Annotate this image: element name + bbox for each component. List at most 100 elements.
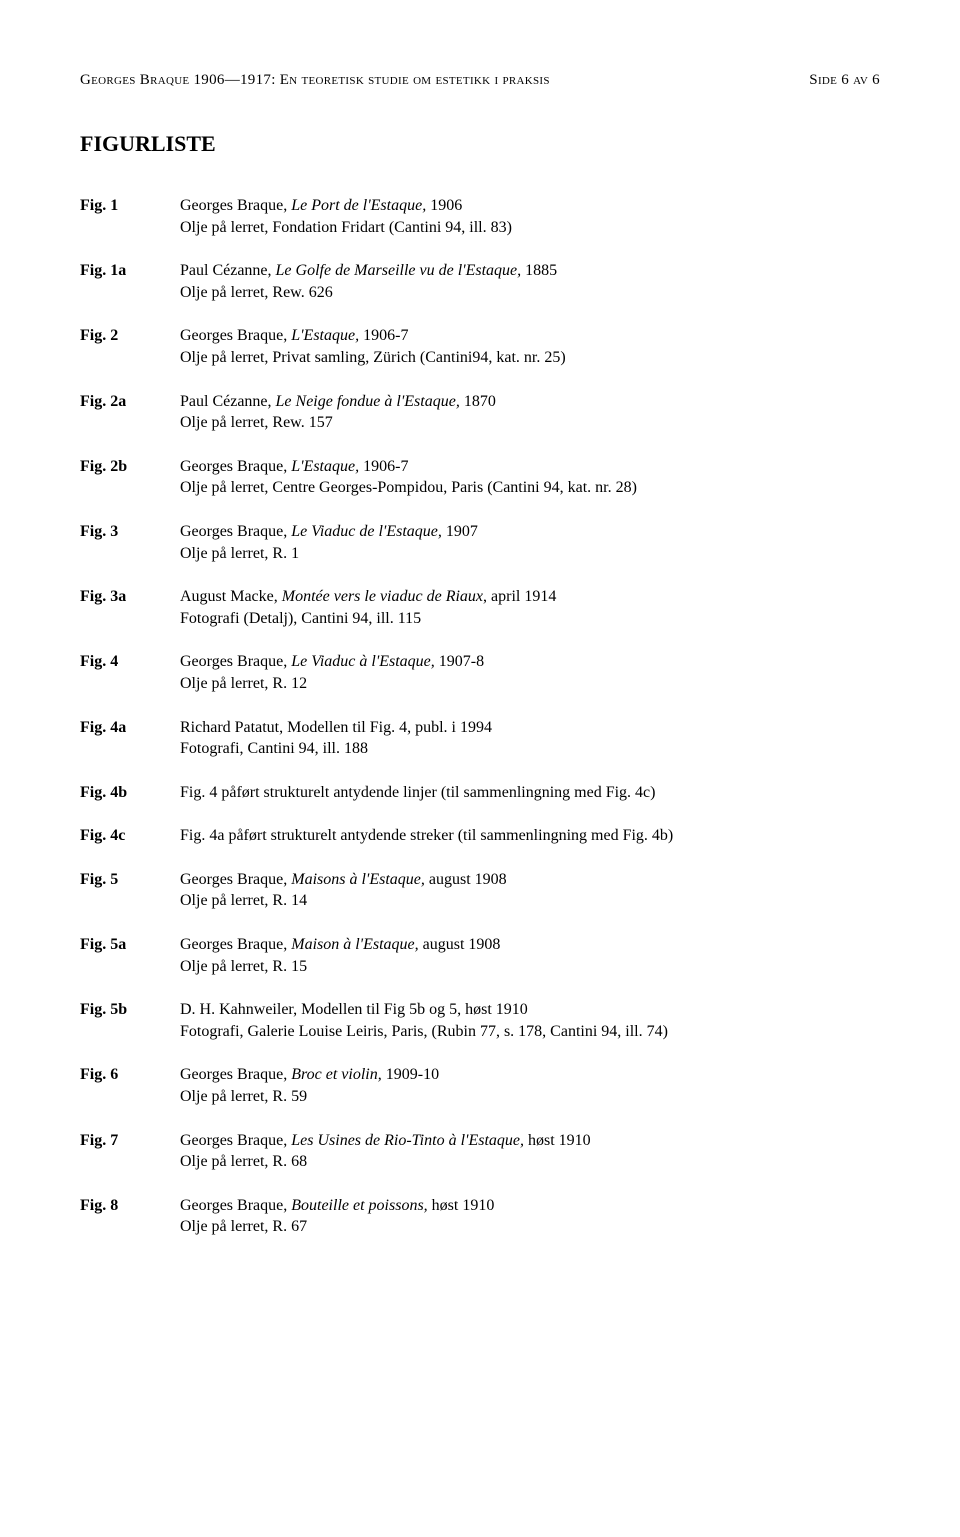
figure-text: August Macke, Montée vers le viaduc de R…	[180, 586, 880, 629]
figure-suffix: høst 1910	[428, 1197, 495, 1214]
figure-suffix: 1906-7	[359, 327, 408, 344]
figure-line1: Fig. 4a påført strukturelt antydende str…	[180, 825, 880, 847]
figure-line2: Fotografi, Cantini 94, ill. 188	[180, 738, 880, 760]
figure-entry: Fig. 3Georges Braque, Le Viaduc de l'Est…	[80, 521, 880, 564]
figure-prefix: D. H. Kahnweiler, Modellen til Fig 5b og…	[180, 1001, 528, 1018]
figure-line2: Olje på lerret, R. 67	[180, 1216, 880, 1238]
figure-text: Georges Braque, Le Viaduc de l'Estaque, …	[180, 521, 880, 564]
figure-label: Fig. 5	[80, 869, 180, 891]
figure-entry: Fig. 5bD. H. Kahnweiler, Modellen til Fi…	[80, 999, 880, 1042]
figure-entry: Fig. 1Georges Braque, Le Port de l'Estaq…	[80, 195, 880, 238]
running-header: Georges Braque 1906—1917: En teoretisk s…	[80, 72, 880, 89]
figure-entry: Fig. 7Georges Braque, Les Usines de Rio-…	[80, 1130, 880, 1173]
figure-line1: Georges Braque, Le Viaduc de l'Estaque, …	[180, 521, 880, 543]
figure-text: Georges Braque, Les Usines de Rio-Tinto …	[180, 1130, 880, 1173]
figure-title-italic: Broc et violin,	[291, 1066, 382, 1083]
figure-line2: Olje på lerret, R. 1	[180, 543, 880, 565]
figure-suffix: , april 1914	[483, 588, 556, 605]
figure-label: Fig. 1a	[80, 260, 180, 282]
figure-entry: Fig. 2Georges Braque, L'Estaque, 1906-7O…	[80, 325, 880, 368]
figure-text: Georges Braque, L'Estaque, 1906-7Olje på…	[180, 456, 880, 499]
figure-suffix: 1906-7	[359, 458, 408, 475]
figure-entry: Fig. 4bFig. 4 påført strukturelt antyden…	[80, 782, 880, 804]
figure-entry: Fig. 2bGeorges Braque, L'Estaque, 1906-7…	[80, 456, 880, 499]
header-left: Georges Braque 1906—1917: En teoretisk s…	[80, 72, 550, 89]
figure-label: Fig. 6	[80, 1064, 180, 1086]
figure-text: Georges Braque, Le Port de l'Estaque, 19…	[180, 195, 880, 238]
figure-suffix: 1907-8	[435, 653, 484, 670]
figure-line1: August Macke, Montée vers le viaduc de R…	[180, 586, 880, 608]
figure-line1: Georges Braque, L'Estaque, 1906-7	[180, 456, 880, 478]
figure-suffix: 1909-10	[382, 1066, 439, 1083]
figure-text: Richard Patatut, Modellen til Fig. 4, pu…	[180, 717, 880, 760]
figure-text: Georges Braque, Le Viaduc à l'Estaque, 1…	[180, 651, 880, 694]
figure-title-italic: Maison à l'Estaque,	[291, 936, 418, 953]
figure-label: Fig. 7	[80, 1130, 180, 1152]
figure-line2: Olje på lerret, R. 14	[180, 890, 880, 912]
figure-line2: Olje på lerret, Fondation Fridart (Canti…	[180, 217, 880, 239]
figure-label: Fig. 4	[80, 651, 180, 673]
figure-entry: Fig. 8Georges Braque, Bouteille et poiss…	[80, 1195, 880, 1238]
figure-suffix: 1907	[442, 523, 478, 540]
figure-label: Fig. 4b	[80, 782, 180, 804]
figure-label: Fig. 2	[80, 325, 180, 347]
figure-prefix: Paul Cézanne,	[180, 393, 276, 410]
section-title: FIGURLISTE	[80, 131, 880, 157]
figure-entry: Fig. 4cFig. 4a påført strukturelt antyde…	[80, 825, 880, 847]
figure-line1: Paul Cézanne, Le Neige fondue à l'Estaqu…	[180, 391, 880, 413]
figure-suffix: august 1908	[425, 871, 507, 888]
figure-prefix: Georges Braque,	[180, 1132, 291, 1149]
figure-text: Georges Braque, Bouteille et poissons, h…	[180, 1195, 880, 1238]
figure-line2: Olje på lerret, R. 15	[180, 956, 880, 978]
figure-title-italic: Le Viaduc à l'Estaque,	[291, 653, 435, 670]
figure-label: Fig. 5b	[80, 999, 180, 1021]
figure-entry: Fig. 5aGeorges Braque, Maison à l'Estaqu…	[80, 934, 880, 977]
figure-label: Fig. 1	[80, 195, 180, 217]
figure-text: Georges Braque, Maisons à l'Estaque, aug…	[180, 869, 880, 912]
figure-suffix: høst 1910	[524, 1132, 591, 1149]
figure-suffix: august 1908	[419, 936, 501, 953]
figure-suffix: 1906	[426, 197, 462, 214]
figure-suffix: 1870	[460, 393, 496, 410]
figure-list: Fig. 1Georges Braque, Le Port de l'Estaq…	[80, 195, 880, 1238]
figure-entry: Fig. 3aAugust Macke, Montée vers le viad…	[80, 586, 880, 629]
figure-title-italic: L'Estaque,	[291, 327, 359, 344]
figure-title-italic: Maisons à l'Estaque,	[291, 871, 425, 888]
figure-line1: Georges Braque, Le Viaduc à l'Estaque, 1…	[180, 651, 880, 673]
figure-label: Fig. 2b	[80, 456, 180, 478]
figure-text: Georges Braque, Maison à l'Estaque, augu…	[180, 934, 880, 977]
figure-line1: Georges Braque, Maisons à l'Estaque, aug…	[180, 869, 880, 891]
figure-prefix: Georges Braque,	[180, 936, 291, 953]
figure-line2: Olje på lerret, R. 59	[180, 1086, 880, 1108]
figure-label: Fig. 2a	[80, 391, 180, 413]
figure-title-italic: L'Estaque,	[291, 458, 359, 475]
figure-prefix: Georges Braque,	[180, 1066, 291, 1083]
figure-entry: Fig. 2aPaul Cézanne, Le Neige fondue à l…	[80, 391, 880, 434]
figure-line1: Georges Braque, Le Port de l'Estaque, 19…	[180, 195, 880, 217]
figure-line2: Olje på lerret, Rew. 626	[180, 282, 880, 304]
figure-line1: Paul Cézanne, Le Golfe de Marseille vu d…	[180, 260, 880, 282]
figure-line1: Richard Patatut, Modellen til Fig. 4, pu…	[180, 717, 880, 739]
figure-line2: Olje på lerret, Centre Georges-Pompidou,…	[180, 477, 880, 499]
figure-label: Fig. 5a	[80, 934, 180, 956]
figure-prefix: August Macke,	[180, 588, 282, 605]
figure-title-italic: Le Golfe de Marseille vu de l'Estaque,	[276, 262, 522, 279]
figure-text: Fig. 4a påført strukturelt antydende str…	[180, 825, 880, 847]
figure-line1: D. H. Kahnweiler, Modellen til Fig 5b og…	[180, 999, 880, 1021]
figure-prefix: Georges Braque,	[180, 458, 291, 475]
figure-text: Georges Braque, L'Estaque, 1906-7Olje på…	[180, 325, 880, 368]
figure-prefix: Georges Braque,	[180, 653, 291, 670]
figure-line2: Olje på lerret, Rew. 157	[180, 412, 880, 434]
figure-prefix: Georges Braque,	[180, 327, 291, 344]
figure-line1: Georges Braque, Maison à l'Estaque, augu…	[180, 934, 880, 956]
figure-entry: Fig. 1aPaul Cézanne, Le Golfe de Marseil…	[80, 260, 880, 303]
figure-title-italic: Le Port de l'Estaque,	[291, 197, 426, 214]
figure-prefix: Georges Braque,	[180, 523, 291, 540]
figure-text: Paul Cézanne, Le Neige fondue à l'Estaqu…	[180, 391, 880, 434]
figure-prefix: Georges Braque,	[180, 871, 291, 888]
figure-label: Fig. 3a	[80, 586, 180, 608]
figure-title-italic: Le Neige fondue à l'Estaque,	[276, 393, 460, 410]
figure-entry: Fig. 4aRichard Patatut, Modellen til Fig…	[80, 717, 880, 760]
figure-text: Georges Braque, Broc et violin, 1909-10 O…	[180, 1064, 880, 1107]
figure-line1: Georges Braque, Les Usines de Rio-Tinto …	[180, 1130, 880, 1152]
